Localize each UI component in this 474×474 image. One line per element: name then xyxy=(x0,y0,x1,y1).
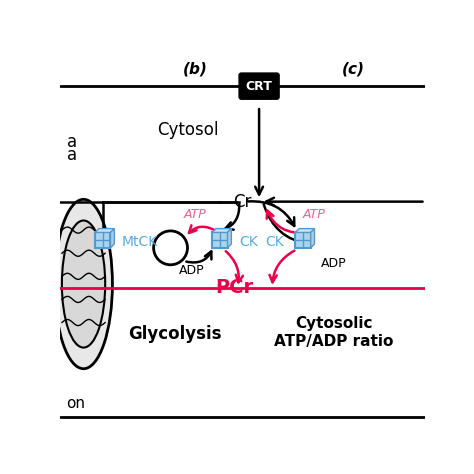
Circle shape xyxy=(154,231,188,265)
Text: Cytosolic
ATP/ADP ratio: Cytosolic ATP/ADP ratio xyxy=(274,316,393,349)
Polygon shape xyxy=(228,228,231,248)
Text: on: on xyxy=(66,396,86,411)
Text: (c): (c) xyxy=(342,62,365,77)
Text: CRT: CRT xyxy=(246,80,273,92)
Text: PCr: PCr xyxy=(215,278,253,297)
Polygon shape xyxy=(212,228,231,232)
Ellipse shape xyxy=(55,200,112,369)
Polygon shape xyxy=(295,228,315,232)
Ellipse shape xyxy=(62,220,105,347)
Bar xyxy=(295,232,310,248)
Bar xyxy=(95,232,110,248)
Polygon shape xyxy=(310,228,315,248)
Text: ADP: ADP xyxy=(179,264,204,277)
Polygon shape xyxy=(95,228,114,232)
Bar xyxy=(212,232,228,248)
Text: a: a xyxy=(66,133,77,151)
Text: Cr: Cr xyxy=(233,192,251,210)
Text: Glycolysis: Glycolysis xyxy=(128,325,221,343)
Text: a: a xyxy=(66,146,77,164)
Text: CK: CK xyxy=(239,236,258,249)
Polygon shape xyxy=(110,228,114,248)
Text: (b): (b) xyxy=(183,62,208,77)
Text: Cytosol: Cytosol xyxy=(157,121,218,139)
FancyBboxPatch shape xyxy=(239,73,279,99)
Text: ATP: ATP xyxy=(303,208,326,221)
Text: ADP: ADP xyxy=(321,257,346,270)
Text: MtCK: MtCK xyxy=(122,236,158,249)
Text: ATP: ATP xyxy=(184,208,207,221)
Text: CK: CK xyxy=(265,236,284,249)
